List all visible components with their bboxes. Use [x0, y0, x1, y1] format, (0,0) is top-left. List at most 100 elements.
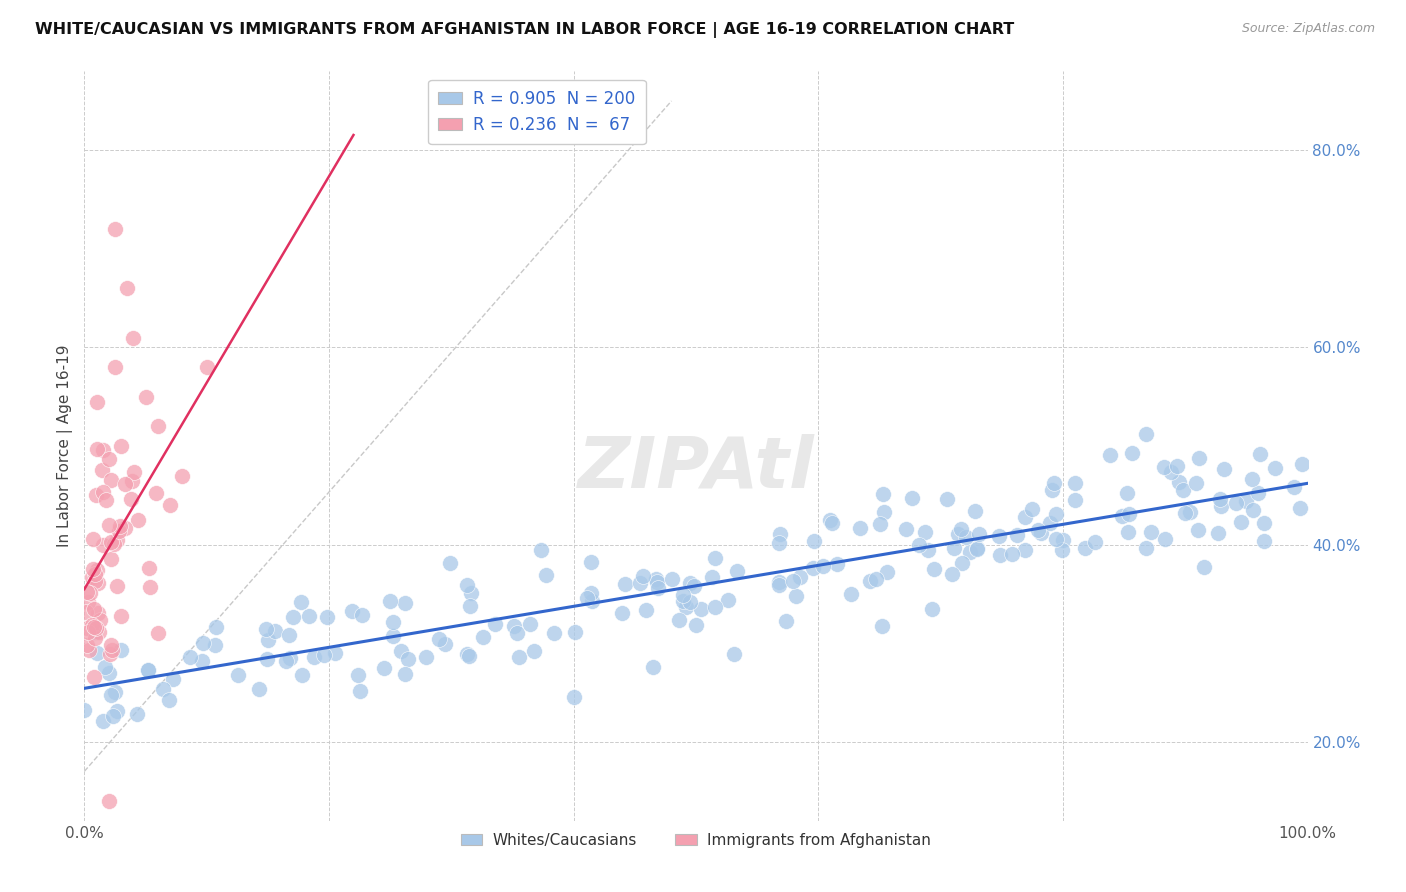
Point — [100, 551, 122, 566]
Point — [83, 625, 105, 640]
Point — [704, 599, 727, 614]
Point — [378, 593, 401, 607]
Point — [110, 643, 132, 657]
Point — [503, 618, 526, 632]
Point — [636, 602, 658, 616]
Point — [965, 504, 987, 518]
Point — [917, 542, 939, 557]
Point — [1253, 516, 1275, 530]
Point — [264, 624, 287, 639]
Point — [204, 638, 226, 652]
Point — [1192, 560, 1215, 574]
Point — [179, 650, 201, 665]
Point — [869, 516, 891, 531]
Point — [1234, 493, 1257, 508]
Point — [394, 596, 416, 610]
Point — [1121, 446, 1143, 460]
Point — [278, 651, 301, 665]
Point — [1005, 528, 1028, 542]
Point — [1188, 451, 1211, 466]
Point — [77, 595, 100, 609]
Point — [641, 659, 664, 673]
Point — [1153, 460, 1175, 475]
Point — [127, 513, 149, 527]
Point — [86, 646, 108, 660]
Point — [204, 619, 226, 633]
Point — [801, 561, 824, 575]
Point — [1021, 502, 1043, 516]
Point — [967, 526, 990, 541]
Point — [312, 648, 335, 663]
Point — [103, 685, 125, 699]
Point — [396, 652, 419, 666]
Point — [105, 533, 128, 547]
Point — [1241, 472, 1264, 486]
Point — [122, 330, 145, 344]
Point — [86, 394, 108, 409]
Point — [647, 582, 669, 596]
Point — [668, 614, 690, 628]
Point — [373, 661, 395, 675]
Point — [631, 568, 654, 582]
Point — [73, 703, 96, 717]
Point — [159, 498, 181, 512]
Point — [1247, 486, 1270, 500]
Point — [908, 538, 931, 552]
Point — [84, 488, 107, 502]
Point — [679, 595, 702, 609]
Point — [278, 628, 301, 642]
Point — [1153, 532, 1175, 546]
Point — [543, 626, 565, 640]
Point — [645, 575, 668, 590]
Point — [100, 639, 122, 653]
Point — [157, 693, 180, 707]
Point — [576, 591, 599, 605]
Legend: Whites/Caucasians, Immigrants from Afghanistan: Whites/Caucasians, Immigrants from Afgha… — [454, 827, 938, 855]
Point — [1206, 525, 1229, 540]
Point — [683, 579, 706, 593]
Point — [1160, 466, 1182, 480]
Point — [1116, 486, 1139, 500]
Point — [76, 584, 98, 599]
Point — [1225, 496, 1247, 510]
Point — [579, 555, 602, 569]
Point — [839, 587, 862, 601]
Point — [323, 646, 346, 660]
Point — [76, 624, 98, 639]
Point — [936, 491, 959, 506]
Point — [725, 564, 748, 578]
Point — [98, 665, 121, 680]
Point — [1289, 501, 1312, 516]
Point — [83, 670, 105, 684]
Point — [471, 630, 494, 644]
Point — [86, 621, 108, 635]
Point — [439, 556, 461, 570]
Point — [91, 538, 114, 552]
Point — [103, 537, 125, 551]
Point — [349, 684, 371, 698]
Point — [564, 624, 586, 639]
Text: WHITE/CAUCASIAN VS IMMIGRANTS FROM AFGHANISTAN IN LABOR FORCE | AGE 16-19 CORREL: WHITE/CAUCASIAN VS IMMIGRANTS FROM AFGHA… — [35, 22, 1014, 38]
Text: Source: ZipAtlas.com: Source: ZipAtlas.com — [1241, 22, 1375, 36]
Point — [105, 704, 128, 718]
Point — [1174, 506, 1197, 520]
Point — [530, 543, 553, 558]
Point — [136, 663, 159, 677]
Point — [859, 574, 882, 589]
Point — [628, 576, 651, 591]
Point — [1135, 541, 1157, 556]
Point — [581, 594, 603, 608]
Point — [80, 569, 103, 583]
Point — [104, 360, 127, 375]
Point — [75, 606, 97, 620]
Point — [283, 610, 305, 624]
Point — [83, 574, 105, 588]
Point — [291, 668, 314, 682]
Point — [946, 527, 969, 541]
Point — [162, 672, 184, 686]
Point — [990, 548, 1012, 562]
Point — [87, 575, 110, 590]
Point — [100, 473, 122, 487]
Point — [950, 557, 973, 571]
Point — [645, 572, 668, 586]
